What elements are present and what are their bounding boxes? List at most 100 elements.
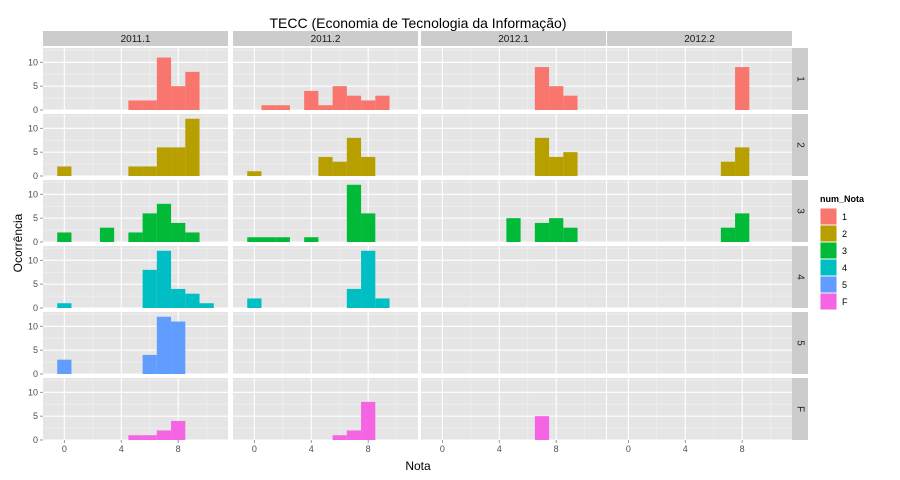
legend-label: 4 bbox=[842, 263, 847, 273]
histogram-bar bbox=[156, 57, 172, 110]
histogram-bar bbox=[720, 227, 736, 242]
y-tick-label: 5 bbox=[33, 345, 38, 355]
histogram-bar bbox=[563, 227, 578, 242]
row-strip bbox=[792, 378, 808, 440]
histogram-bar bbox=[142, 354, 157, 374]
histogram-bar bbox=[318, 156, 333, 176]
histogram-bar bbox=[563, 95, 578, 110]
histogram-bar bbox=[247, 298, 262, 308]
panel-background bbox=[421, 246, 606, 308]
histogram-bar bbox=[247, 237, 262, 242]
legend-label: 2 bbox=[842, 229, 847, 239]
histogram-bar bbox=[199, 303, 214, 308]
panel-background bbox=[421, 48, 606, 110]
y-tick-label: 10 bbox=[28, 189, 38, 199]
column-strip bbox=[607, 31, 792, 46]
histogram-bar bbox=[171, 288, 186, 308]
histogram-bar bbox=[549, 218, 564, 242]
histogram-bar bbox=[506, 218, 521, 242]
histogram-bar bbox=[735, 147, 750, 176]
histogram-bar bbox=[346, 288, 362, 308]
histogram-bar bbox=[534, 416, 550, 440]
histogram-bar bbox=[128, 100, 143, 110]
histogram-bar bbox=[361, 213, 376, 242]
panel-background bbox=[233, 48, 418, 110]
histogram-bar bbox=[185, 118, 200, 176]
panel-background bbox=[607, 312, 792, 374]
y-tick-label: 5 bbox=[33, 213, 38, 223]
histogram-bar bbox=[142, 435, 157, 440]
column-strip-label: 2011.1 bbox=[121, 34, 151, 45]
histogram-bar bbox=[142, 166, 157, 176]
chart-title: TECC (Economia de Tecnologia da Informaç… bbox=[269, 15, 566, 31]
histogram-bar bbox=[332, 86, 347, 110]
y-tick-label: 5 bbox=[33, 147, 38, 157]
row-strip-label: F bbox=[794, 406, 805, 412]
y-tick-label: 0 bbox=[33, 435, 38, 445]
histogram-bar bbox=[275, 237, 290, 242]
y-tick-label: 5 bbox=[33, 411, 38, 421]
histogram-bar bbox=[128, 435, 143, 440]
panel-background bbox=[421, 312, 606, 374]
column-strip bbox=[233, 31, 418, 46]
panel-background bbox=[607, 114, 792, 176]
histogram-bar bbox=[142, 269, 157, 308]
panel-background bbox=[43, 246, 228, 308]
x-axis-title: Nota bbox=[405, 459, 431, 473]
panel-background bbox=[233, 246, 418, 308]
x-tick-label: 0 bbox=[62, 444, 67, 454]
y-tick-label: 0 bbox=[33, 105, 38, 115]
panel-background bbox=[43, 180, 228, 242]
y-tick-label: 0 bbox=[33, 303, 38, 313]
histogram-bar bbox=[156, 147, 172, 176]
legend-swatch bbox=[820, 242, 837, 259]
histogram-bar bbox=[171, 222, 186, 242]
column-strip-label: 2012.2 bbox=[684, 34, 715, 45]
panel-background bbox=[43, 378, 228, 440]
x-tick-label: 0 bbox=[252, 444, 257, 454]
histogram-bar bbox=[171, 86, 186, 110]
row-strip bbox=[792, 114, 808, 176]
y-axis-title: Ocorrência bbox=[11, 213, 25, 272]
panel-background bbox=[421, 114, 606, 176]
y-tick-label: 10 bbox=[28, 123, 38, 133]
column-strip-label: 2011.2 bbox=[311, 34, 341, 45]
histogram-bar bbox=[57, 303, 72, 308]
legend-label: F bbox=[842, 297, 848, 307]
histogram-bar bbox=[563, 152, 578, 176]
row-strip bbox=[792, 180, 808, 242]
histogram-bar bbox=[735, 213, 750, 242]
facet-grid: 2011.1 2011.2 2012.1 2012.2 1 2 3 4 5 F 0 5 10 0 5 10 0 5… bbox=[28, 31, 808, 454]
histogram-bar bbox=[171, 321, 186, 374]
histogram-bar bbox=[375, 95, 390, 110]
histogram-bar bbox=[332, 161, 347, 176]
legend-swatch bbox=[820, 259, 837, 276]
histogram-bar bbox=[361, 250, 376, 308]
legend: num_Nota 1 2 3 4 5 F bbox=[819, 194, 865, 311]
histogram-bar bbox=[156, 430, 172, 440]
panel-background bbox=[233, 180, 418, 242]
legend-label: 3 bbox=[842, 246, 847, 256]
histogram-bar bbox=[128, 166, 143, 176]
legend-label: 5 bbox=[842, 280, 847, 290]
histogram-bar bbox=[549, 156, 564, 176]
histogram-bar bbox=[346, 95, 362, 110]
x-tick-label: 0 bbox=[626, 444, 631, 454]
row-strip-label: 2 bbox=[794, 142, 805, 148]
histogram-bar bbox=[171, 420, 186, 440]
histogram-bar bbox=[318, 105, 333, 110]
legend-label: 1 bbox=[842, 212, 847, 222]
histogram-bar bbox=[332, 435, 347, 440]
histogram-bar bbox=[304, 237, 319, 242]
panel-background bbox=[233, 378, 418, 440]
histogram-bar bbox=[720, 161, 736, 176]
panel-background bbox=[607, 48, 792, 110]
histogram-bar bbox=[361, 401, 376, 440]
histogram-bar bbox=[57, 359, 72, 374]
y-tick-label: 10 bbox=[28, 255, 38, 265]
x-tick-label: 8 bbox=[176, 444, 181, 454]
histogram-bar bbox=[247, 171, 262, 176]
legend-swatch bbox=[820, 225, 837, 242]
y-tick-label: 10 bbox=[28, 387, 38, 397]
